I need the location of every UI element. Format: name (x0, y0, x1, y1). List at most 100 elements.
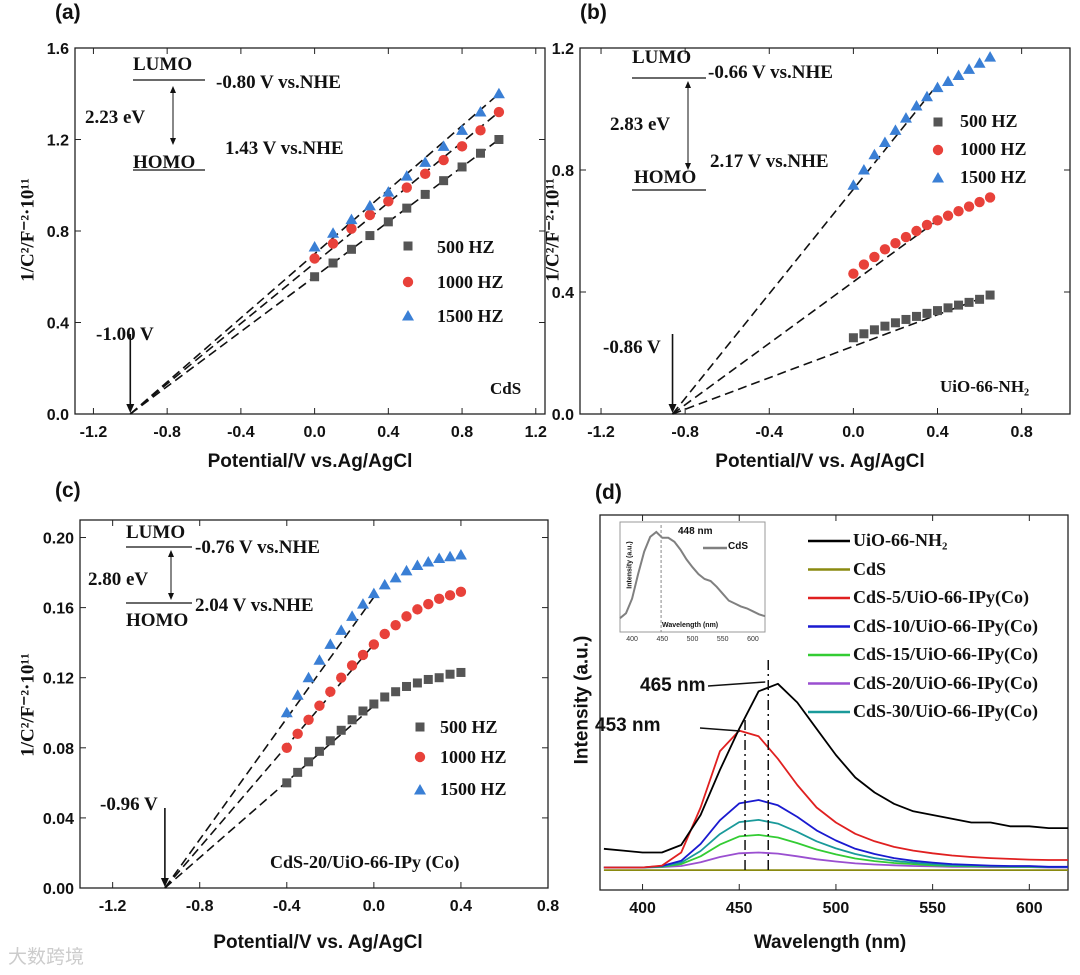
data-point-circle (942, 210, 954, 221)
x-tick-label: 0.4 (450, 898, 472, 915)
data-point-triangle (389, 571, 402, 583)
x-tick-label: 0.4 (377, 424, 399, 441)
legend-marker-circle (402, 276, 414, 288)
legend-1500-a: 1500 HZ (437, 306, 504, 326)
data-point-triangle (868, 148, 881, 160)
legend-entry: CdS (853, 558, 887, 579)
data-point-circle (869, 251, 880, 263)
data-point-circle (309, 253, 320, 264)
x-tick-label: 400 (629, 900, 656, 917)
data-point-square (890, 318, 900, 328)
x-tick-label: -0.8 (153, 424, 181, 441)
y-tick-label: 0.20 (43, 531, 74, 548)
fit-line (164, 596, 375, 889)
y-tick-label: 0.04 (43, 811, 74, 828)
data-point-circle (336, 672, 347, 683)
data-point-triangle (454, 549, 467, 560)
data-point-circle (974, 196, 985, 208)
x-tick-label: 0.8 (451, 424, 473, 441)
intercept-label-c: -0.96 V (100, 794, 158, 815)
panel-label-a: (a) (55, 1, 81, 24)
lumo-value-a: -0.80 V vs.NHE (216, 72, 341, 93)
legend-entry: CdS-30/UiO-66-IPy(Co) (853, 701, 1038, 721)
data-point-square (282, 778, 292, 788)
arrow-down-icon (170, 138, 176, 145)
legend-entry: CdS-20/UiO-66-IPy(Co) (853, 672, 1038, 693)
data-point-circle (383, 196, 394, 207)
x-tick-label: 550 (919, 900, 946, 917)
fit-line (672, 219, 938, 415)
panel-c: -1.2 -0.8 -0.4 0.0 0.4 0.8 0.00 0.04 0.08 0.12 0.1… (43, 519, 559, 915)
x-axis-label-c: Potential/V vs. Ag/AgCl (213, 932, 423, 953)
data-point-circle (858, 259, 870, 270)
arrow-down-icon (685, 163, 691, 170)
x-tick-label: 1.2 (525, 424, 547, 441)
data-point-triangle (280, 706, 293, 718)
inset-legend-label: CdS (728, 541, 748, 552)
panel-label-c: (c) (55, 479, 81, 502)
x-tick-label: 0.0 (363, 898, 385, 915)
data-point-square (347, 715, 357, 725)
data-point-square (457, 162, 467, 172)
legend-entry: CdS-15/UiO-66-IPy(Co) (853, 644, 1038, 664)
data-point-square (901, 314, 911, 324)
data-point-circle (292, 728, 303, 739)
data-point-circle (368, 639, 380, 650)
data-point-square (456, 667, 466, 677)
data-point-circle (475, 125, 486, 136)
data-point-triangle (400, 170, 413, 181)
data-point-square (310, 272, 320, 282)
data-point-triangle (324, 638, 337, 649)
data-point-triangle (456, 124, 469, 135)
y-tick-label: 1.2 (552, 41, 574, 58)
spectrum-line (603, 819, 1068, 869)
data-point-triangle (346, 610, 359, 621)
data-point-circle (423, 598, 434, 610)
data-point-triangle (363, 199, 376, 211)
data-point-triangle (931, 81, 944, 93)
y-tick-label: 0.0 (47, 407, 69, 424)
arrow-up-icon (168, 550, 174, 557)
x-tick-label: -1.2 (80, 424, 108, 441)
data-point-triangle (889, 124, 902, 135)
x-tick-label: 0.0 (842, 424, 864, 441)
inset-x-tick-label: 400 (626, 636, 638, 643)
data-point-triangle (378, 578, 391, 590)
data-point-square (336, 725, 346, 735)
inset-x-tick-label: 500 (687, 636, 699, 643)
y-tick-label: 0.00 (43, 881, 74, 898)
x-tick-label: -0.4 (273, 898, 301, 915)
data-point-square (423, 674, 433, 684)
data-point-circle (455, 586, 467, 598)
x-tick-label: -0.4 (755, 424, 783, 441)
data-point-circle (433, 593, 445, 605)
data-point-circle (401, 611, 412, 622)
bandgap-c: 2.80 eV (88, 569, 149, 590)
arrow-down-icon (168, 593, 174, 600)
data-point-triangle (335, 624, 348, 635)
data-point-circle (963, 201, 975, 212)
data-point-triangle (474, 106, 487, 117)
sample-label-b: UiO-66-NH₂ (940, 377, 1030, 396)
data-point-circle (327, 238, 339, 249)
spectrum-line (603, 799, 1068, 869)
data-point-square (975, 294, 985, 304)
y-axis-label-d: Intensity (a.u.) (571, 635, 593, 765)
data-point-circle (357, 649, 369, 661)
data-point-square (445, 669, 455, 679)
y-tick-label: 1.6 (47, 41, 69, 58)
legend-1000-a: 1000 HZ (437, 272, 504, 292)
data-point-square (420, 189, 430, 199)
data-point-square (985, 290, 995, 300)
data-point-square (402, 203, 412, 213)
panel-a: -1.2 -0.8 -0.4 0.0 0.4 0.8 1.2 0.0 0.4 0.8 1.2 1.6 (47, 41, 547, 441)
y-tick-label: 0.8 (552, 163, 574, 180)
plot-frame (579, 47, 1071, 415)
legend-1500-c: 1500 HZ (440, 779, 507, 799)
data-point-square (869, 325, 879, 335)
peak-arrow-465 (707, 681, 766, 687)
homo-label-b: HOMO (634, 167, 697, 188)
data-point-square (314, 746, 324, 756)
data-point-circle (438, 154, 449, 166)
data-point-triangle (984, 51, 997, 62)
